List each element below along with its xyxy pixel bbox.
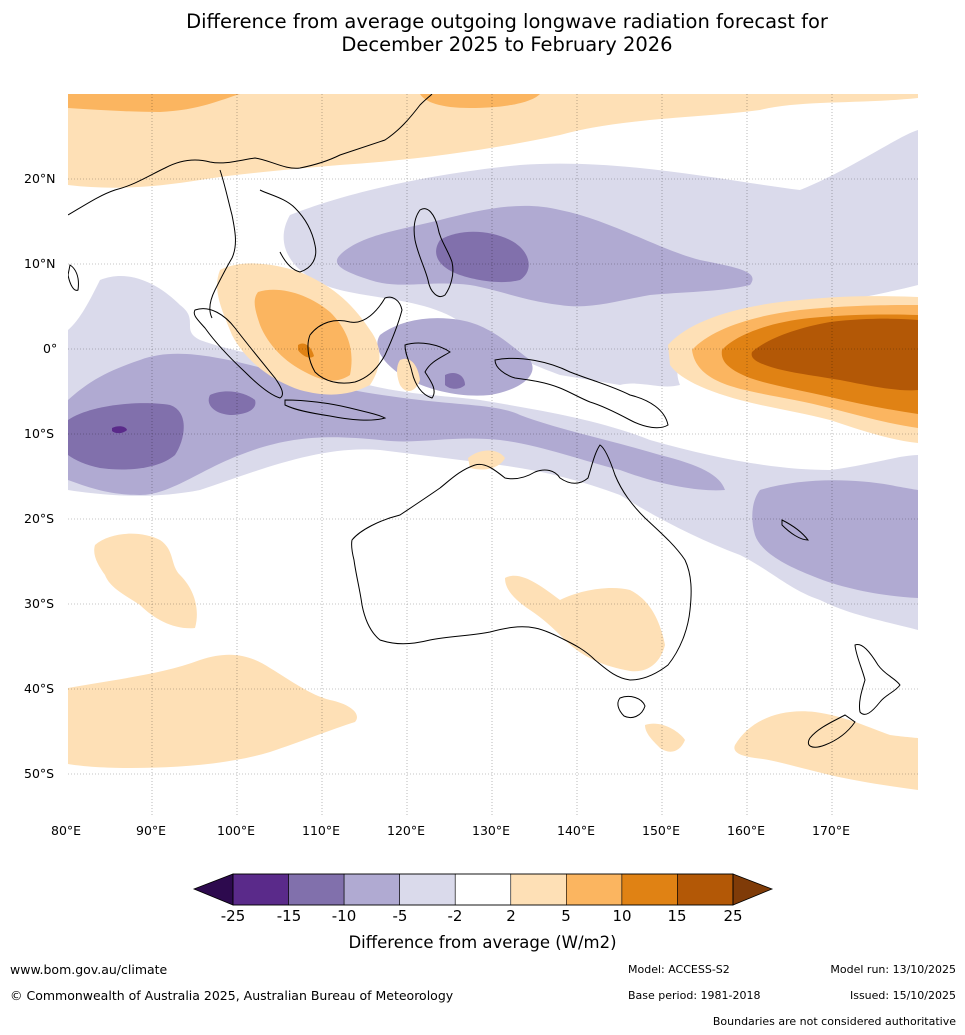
colorbar-box bbox=[232, 873, 289, 906]
anomaly-southern-ocean-positive bbox=[68, 654, 358, 768]
anomaly-indian-negative-darkest bbox=[112, 426, 127, 434]
colorbar-box bbox=[510, 873, 567, 906]
australia-outline bbox=[351, 444, 692, 681]
disclaimer-text: Boundaries are not considered authoritat… bbox=[712, 1015, 956, 1028]
anomaly-bass-positive bbox=[645, 723, 685, 752]
issued-text: Issued: 15/10/2025 bbox=[849, 989, 956, 1002]
colorbar-label: -15 bbox=[276, 907, 302, 925]
lat-label-50s: 50°S bbox=[24, 766, 55, 781]
colorbar-box bbox=[399, 873, 456, 906]
lat-label-10s: 10°S bbox=[24, 426, 55, 441]
colorbar-label: -10 bbox=[331, 907, 357, 925]
borneo-outline bbox=[307, 296, 403, 384]
anomaly-north-positive-light bbox=[68, 94, 918, 188]
lon-label-90e: 90°E bbox=[136, 823, 167, 838]
coastlines bbox=[68, 94, 901, 748]
new-zealand-south-outline bbox=[807, 714, 856, 748]
lat-label-20s: 20°S bbox=[24, 511, 55, 526]
website-link[interactable]: www.bom.gov.au/climate bbox=[10, 962, 168, 977]
graticule bbox=[68, 94, 918, 816]
anomaly-banda-negative-dark bbox=[445, 373, 465, 389]
lat-label-20n: 20°N bbox=[24, 171, 56, 186]
anomaly-borneo-positive-strong bbox=[298, 343, 314, 358]
anomaly-java-negative-dark bbox=[208, 391, 256, 415]
colorbar-box bbox=[454, 873, 512, 906]
colorbar-label: 15 bbox=[667, 907, 687, 925]
colorbar-label: -5 bbox=[392, 907, 408, 925]
colorbar-label: 2 bbox=[506, 907, 516, 925]
anomaly-tasman-positive bbox=[734, 711, 918, 790]
anomaly-west-indian-ocean-positive bbox=[94, 533, 197, 629]
lat-label-10n: 10°N bbox=[24, 256, 56, 271]
anomaly-indonesia-negative-mid bbox=[68, 353, 725, 495]
title-line-2: December 2025 to February 2026 bbox=[341, 33, 673, 56]
colorbar-label: -25 bbox=[220, 907, 246, 925]
philippines-outline bbox=[413, 208, 454, 297]
anomaly-north-positive-mid bbox=[68, 94, 240, 112]
lon-label-120e: 120°E bbox=[387, 823, 426, 838]
colorbar-label: 5 bbox=[561, 907, 571, 925]
base-period-text: Base period: 1981-2018 bbox=[628, 989, 761, 1002]
copyright-text: © Commonwealth of Australia 2025, Austra… bbox=[10, 988, 454, 1003]
lon-label-150e: 150°E bbox=[642, 823, 681, 838]
colorbar-box bbox=[343, 873, 400, 906]
lon-label-140e: 140°E bbox=[557, 823, 596, 838]
anomaly-coral-sea-negative-mid bbox=[752, 480, 918, 598]
colorbar-box bbox=[566, 873, 623, 906]
anomaly-philippines-negative-dark bbox=[436, 231, 529, 283]
colorbar-high-extend bbox=[732, 873, 774, 906]
lon-label-130e: 130°E bbox=[472, 823, 511, 838]
new-guinea-outline bbox=[494, 357, 669, 429]
model-text: Model: ACCESS-S2 bbox=[628, 963, 730, 976]
tasmania-outline bbox=[617, 695, 646, 719]
anomaly-south-china-sea-positive-mid bbox=[254, 289, 352, 381]
colorbar-title: Difference from average (W/m2) bbox=[348, 933, 617, 952]
asia-mainland-outline bbox=[68, 94, 433, 319]
sri-lanka-outline bbox=[68, 264, 79, 291]
anomaly-southern-australia-positive bbox=[505, 575, 665, 672]
colorbar-box bbox=[288, 873, 345, 906]
lon-label-80e: 80°E bbox=[51, 823, 82, 838]
lat-label-40s: 40°S bbox=[24, 681, 55, 696]
lat-label-0: 0° bbox=[43, 341, 58, 356]
colorbar-low-extend bbox=[192, 873, 234, 906]
anomaly-indian-negative-dark bbox=[68, 403, 184, 470]
anomaly-philippines-negative-mid bbox=[336, 205, 753, 307]
new-zealand-north-outline bbox=[854, 643, 901, 715]
colorbar-label: 25 bbox=[723, 907, 743, 925]
sulawesi-outline bbox=[404, 342, 451, 399]
lat-label-30s: 30°S bbox=[24, 596, 55, 611]
anomaly-sulawesi-positive-light bbox=[397, 358, 420, 392]
new-caledonia-outline bbox=[781, 519, 810, 541]
colorbar-label: 10 bbox=[612, 907, 632, 925]
colorbar-box bbox=[621, 873, 678, 906]
colorbar-box bbox=[677, 873, 734, 906]
sumatra-outline bbox=[193, 308, 283, 399]
lon-label-170e: 170°E bbox=[812, 823, 851, 838]
colorbar-border bbox=[232, 873, 734, 906]
anomaly-north-positive-mid-2 bbox=[420, 94, 540, 108]
title-line-1: Difference from average outgoing longwav… bbox=[186, 10, 828, 33]
lon-label-110e: 110°E bbox=[302, 823, 341, 838]
java-outline bbox=[284, 399, 387, 421]
colorbar-label: -2 bbox=[447, 907, 463, 925]
lon-label-100e: 100°E bbox=[217, 823, 256, 838]
lon-label-160e: 160°E bbox=[727, 823, 766, 838]
anomaly-fields bbox=[68, 94, 918, 816]
colorbar-boxes bbox=[232, 873, 734, 906]
chart-title: Difference from average outgoing longwav… bbox=[0, 10, 965, 56]
anomaly-pacific-positive-strongest bbox=[751, 318, 918, 391]
model-run-text: Model run: 13/10/2025 bbox=[830, 963, 956, 976]
colorbar bbox=[192, 873, 774, 906]
